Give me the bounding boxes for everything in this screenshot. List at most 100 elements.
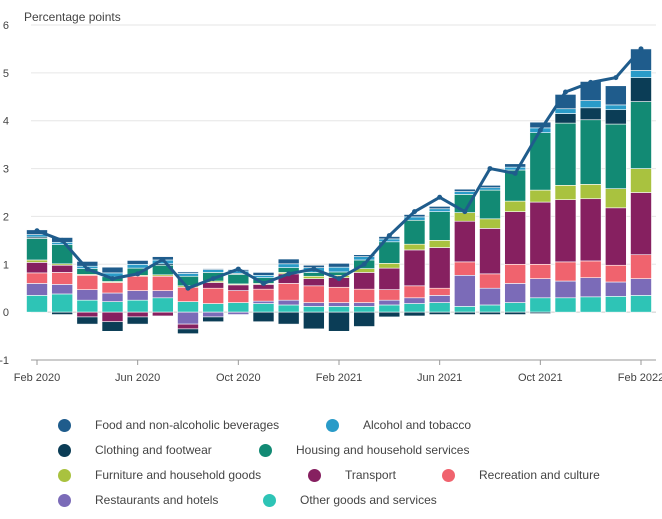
- bar-segment[interactable]: [51, 264, 73, 273]
- bar-segment[interactable]: [630, 168, 652, 193]
- bar-segment[interactable]: [76, 261, 99, 267]
- bar-segment[interactable]: [630, 278, 652, 296]
- bar-segment[interactable]: [378, 263, 401, 269]
- bar-segment[interactable]: [378, 267, 401, 290]
- bar-segment[interactable]: [303, 311, 325, 330]
- cpih-point[interactable]: [336, 276, 342, 282]
- bar-segment[interactable]: [26, 259, 48, 263]
- bar-segment[interactable]: [126, 263, 149, 269]
- bar-segment[interactable]: [403, 249, 426, 287]
- legend-item-housing[interactable]: Housing and household services: [259, 442, 469, 458]
- bar-segment[interactable]: [579, 184, 602, 200]
- bar-segment[interactable]: [101, 282, 124, 294]
- cpih-point[interactable]: [135, 271, 141, 277]
- bar-segment[interactable]: [630, 77, 652, 102]
- bar-segment[interactable]: [177, 271, 199, 274]
- bar-segment[interactable]: [605, 264, 627, 283]
- bar-segment[interactable]: [227, 302, 250, 313]
- bar-segment[interactable]: [277, 311, 300, 325]
- bar-segment[interactable]: [26, 295, 48, 313]
- bar-segment[interactable]: [479, 189, 501, 220]
- bar-segment[interactable]: [605, 296, 627, 313]
- bar-segment[interactable]: [378, 304, 401, 313]
- bar-segment[interactable]: [605, 207, 627, 266]
- bar-segment[interactable]: [227, 290, 250, 303]
- bar-segment[interactable]: [504, 283, 526, 303]
- bar-segment[interactable]: [26, 238, 48, 261]
- cpih-point[interactable]: [412, 209, 417, 215]
- bar-segment[interactable]: [177, 273, 199, 277]
- bar-segment[interactable]: [152, 290, 174, 299]
- bar-segment[interactable]: [26, 272, 48, 284]
- bar-segment[interactable]: [202, 311, 224, 318]
- bar-segment[interactable]: [101, 266, 124, 274]
- bar-segment[interactable]: [479, 311, 501, 315]
- bar-segment[interactable]: [26, 283, 48, 296]
- bar-segment[interactable]: [479, 187, 501, 191]
- bar-segment[interactable]: [579, 260, 602, 278]
- bar-segment[interactable]: [152, 311, 174, 317]
- bar-segment[interactable]: [504, 200, 526, 212]
- bar-segment[interactable]: [630, 295, 652, 313]
- bar-segment[interactable]: [479, 287, 501, 306]
- bar-segment[interactable]: [202, 287, 224, 304]
- bar-segment[interactable]: [303, 278, 325, 287]
- bar-segment[interactable]: [51, 311, 73, 315]
- bar-segment[interactable]: [403, 311, 426, 317]
- bar-segment[interactable]: [554, 185, 577, 200]
- bar-segment[interactable]: [554, 280, 577, 299]
- bar-segment[interactable]: [554, 297, 577, 313]
- bar-segment[interactable]: [454, 191, 476, 195]
- bar-segment[interactable]: [529, 189, 552, 203]
- bar-segment[interactable]: [152, 275, 174, 291]
- bar-segment[interactable]: [554, 122, 577, 186]
- bar-segment[interactable]: [454, 188, 476, 192]
- bar-segment[interactable]: [428, 311, 451, 315]
- cpih-point[interactable]: [462, 209, 468, 215]
- cpih-point[interactable]: [34, 228, 40, 234]
- bar-segment[interactable]: [227, 274, 250, 285]
- cpih-point[interactable]: [185, 285, 191, 291]
- bar-segment[interactable]: [277, 258, 300, 265]
- bar-segment[interactable]: [51, 284, 73, 295]
- cpih-point[interactable]: [588, 79, 594, 85]
- bar-segment[interactable]: [252, 303, 275, 313]
- bar-segment[interactable]: [328, 263, 350, 268]
- bar-segment[interactable]: [51, 272, 73, 285]
- bar-segment[interactable]: [277, 283, 300, 301]
- cpih-point[interactable]: [110, 276, 115, 282]
- bar-segment[interactable]: [152, 297, 174, 313]
- bar-segment[interactable]: [177, 328, 199, 334]
- bar-segment[interactable]: [579, 119, 602, 185]
- bar-segment[interactable]: [126, 290, 149, 301]
- cpih-point[interactable]: [160, 257, 166, 262]
- bar-segment[interactable]: [378, 238, 401, 243]
- cpih-point[interactable]: [563, 89, 568, 95]
- bar-segment[interactable]: [428, 287, 451, 296]
- bar-segment[interactable]: [529, 121, 552, 129]
- bar-segment[interactable]: [76, 299, 99, 313]
- bar-segment[interactable]: [605, 85, 627, 106]
- cpih-point[interactable]: [437, 194, 443, 200]
- bar-segment[interactable]: [353, 302, 375, 307]
- bar-segment[interactable]: [126, 316, 149, 325]
- bar-segment[interactable]: [328, 286, 350, 303]
- bar-segment[interactable]: [252, 272, 275, 276]
- bar-segment[interactable]: [428, 206, 451, 210]
- bar-segment[interactable]: [378, 299, 401, 306]
- bar-segment[interactable]: [403, 285, 426, 299]
- bar-segment[interactable]: [101, 321, 124, 332]
- bar-segment[interactable]: [504, 211, 526, 265]
- bar-segment[interactable]: [605, 104, 627, 111]
- cpih-point[interactable]: [386, 233, 392, 239]
- bar-segment[interactable]: [252, 300, 275, 304]
- bar-segment[interactable]: [504, 263, 526, 284]
- bar-segment[interactable]: [76, 316, 99, 325]
- bar-segment[interactable]: [479, 228, 501, 275]
- bar-segment[interactable]: [479, 273, 501, 289]
- bar-segment[interactable]: [403, 243, 426, 251]
- bar-segment[interactable]: [428, 247, 451, 289]
- bar-segment[interactable]: [378, 311, 401, 318]
- bar-segment[interactable]: [504, 166, 526, 171]
- bar-segment[interactable]: [353, 272, 375, 290]
